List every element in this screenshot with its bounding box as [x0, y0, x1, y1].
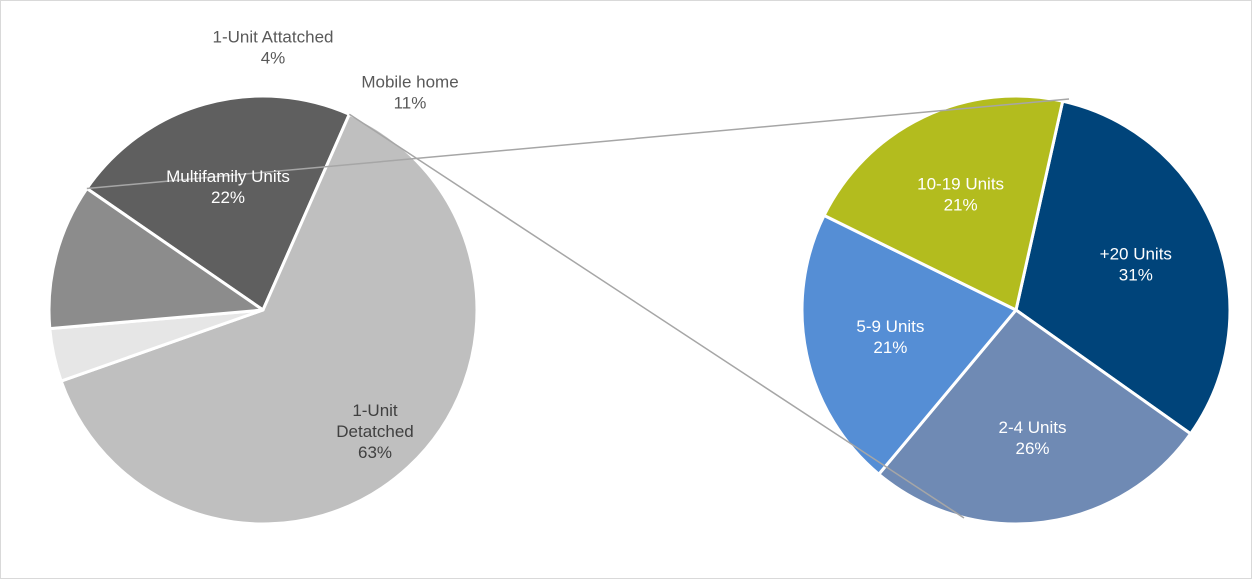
slice-mobile-home — [47, 186, 265, 331]
slice-2-4-units — [877, 308, 1193, 526]
slice-multifamily-units — [85, 94, 351, 312]
data-label-multifamily-units: Multifamily Units 22% — [166, 167, 290, 207]
data-label-1-unit-detatched: 1-Unit Detatched 63% — [336, 401, 414, 462]
pie-1 — [47, 94, 479, 526]
data-label-20-units: +20 Units 31% — [1100, 244, 1172, 284]
connector-line-bottom — [348, 113, 965, 519]
slice-20-units — [1014, 99, 1232, 436]
data-label-10-19-units: 10-19 Units 21% — [917, 175, 1004, 215]
data-label-mobile-home: Mobile home 11% — [361, 73, 458, 113]
slice-5-9-units — [800, 213, 1018, 476]
slice-1-unit-detatched — [59, 112, 479, 526]
connector-line-top — [86, 98, 1070, 190]
slice-10-19-units — [822, 94, 1065, 312]
data-label-1-unit-attatched: 1-Unit Attatched 4% — [213, 28, 334, 68]
data-label-5-9-units: 5-9 Units 21% — [856, 317, 924, 357]
pie-2 — [800, 94, 1232, 526]
data-label-2-4-units: 2-4 Units 26% — [998, 418, 1066, 458]
